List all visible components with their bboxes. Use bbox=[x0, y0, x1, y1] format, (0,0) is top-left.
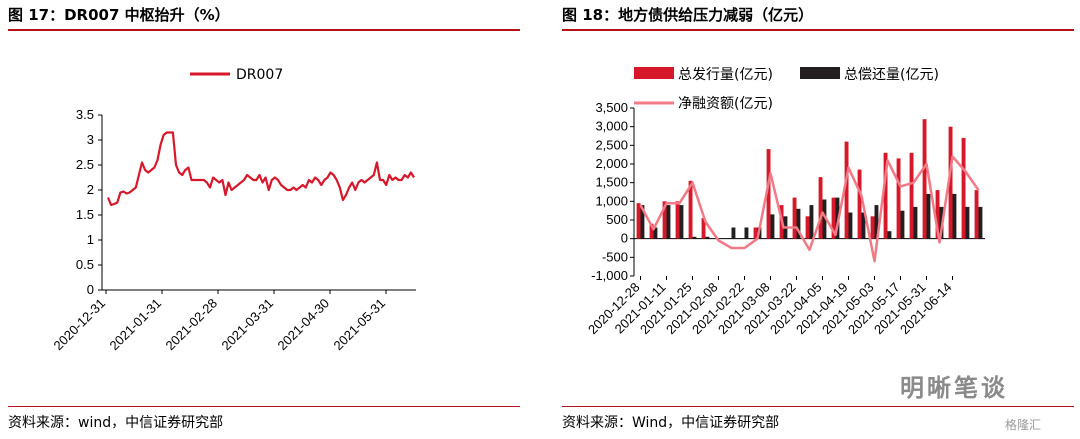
right-y-tick-label: 1,500 bbox=[595, 175, 628, 190]
repayment-bar bbox=[822, 199, 827, 239]
repayment-bar bbox=[796, 208, 801, 239]
issuance-bar bbox=[948, 126, 953, 239]
repayment-bar bbox=[744, 227, 749, 239]
issuance-bar bbox=[753, 227, 758, 239]
issuance-bar bbox=[961, 137, 966, 239]
left-y-tick-label: 0.5 bbox=[76, 257, 94, 272]
right-y-tick-label: 1,000 bbox=[595, 193, 628, 208]
repayment-bar bbox=[861, 212, 866, 239]
left-y-tick-label: 1 bbox=[87, 232, 94, 247]
issuance-bar bbox=[896, 158, 901, 239]
repayment-bar bbox=[705, 236, 710, 239]
repayment-bar bbox=[640, 205, 645, 239]
issuance-bar bbox=[805, 216, 810, 239]
left-y-tick-label: 3.5 bbox=[76, 107, 94, 122]
right-y-tick-label: -500 bbox=[602, 249, 628, 264]
issuance-bar bbox=[883, 152, 888, 239]
repayment-bar bbox=[874, 205, 879, 239]
left-y-tick-label: 2 bbox=[87, 182, 94, 197]
left-y-tick-label: 1.5 bbox=[76, 207, 94, 222]
repayment-bar bbox=[731, 227, 736, 239]
repayment-bar bbox=[692, 236, 697, 239]
issuance-bar bbox=[688, 180, 693, 239]
left-source-note: 资料来源：wind，中信证券研究部 bbox=[8, 415, 224, 431]
right-y-tick-label: 500 bbox=[606, 212, 628, 227]
issuance-bar bbox=[909, 152, 914, 239]
repayment-bar bbox=[679, 205, 684, 239]
issuance-bar bbox=[935, 190, 940, 239]
left-chart: 00.511.522.533.52020-12-312021-01-312021… bbox=[50, 67, 416, 353]
repayment-bar bbox=[900, 210, 905, 239]
issuance-bar bbox=[844, 141, 849, 239]
left-title-rule bbox=[8, 29, 520, 31]
right-source-rule bbox=[562, 406, 1074, 407]
issuance-bar bbox=[649, 223, 654, 239]
issuance-bar bbox=[662, 201, 667, 239]
repayment-bar bbox=[952, 193, 957, 239]
right-y-tick-label: -1,000 bbox=[591, 268, 628, 283]
net-legend-label: 净融资额(亿元) bbox=[678, 96, 773, 112]
right-chart-title: 图 18：地方债供给压力减弱（亿元） bbox=[562, 6, 814, 24]
repayment-bar bbox=[809, 205, 814, 239]
issuance-bar bbox=[870, 216, 875, 239]
right-y-tick-label: 2,500 bbox=[595, 137, 628, 152]
issuance-bar bbox=[766, 149, 771, 239]
left-y-tick-label: 0 bbox=[87, 282, 94, 297]
issuance-bar bbox=[675, 201, 680, 239]
repayment-bar bbox=[913, 206, 918, 239]
issuance-bar bbox=[636, 203, 641, 239]
right-y-tick-label: 3,500 bbox=[595, 100, 628, 115]
net-financing-line bbox=[639, 155, 980, 263]
dr007-legend-label: DR007 bbox=[236, 67, 283, 83]
repayment-bar bbox=[926, 193, 931, 239]
left-y-tick-label: 3 bbox=[87, 132, 94, 147]
issuance-bar bbox=[922, 119, 927, 239]
repayment-legend-swatch bbox=[800, 67, 840, 79]
repayment-bar bbox=[666, 205, 671, 239]
right-y-tick-label: 3,000 bbox=[595, 119, 628, 134]
repayment-bar bbox=[835, 197, 840, 239]
repayment-bar bbox=[653, 227, 658, 239]
issuance-bar bbox=[818, 177, 823, 239]
issuance-bar bbox=[701, 218, 706, 239]
left-source-rule bbox=[8, 406, 520, 407]
repayment-bar bbox=[965, 206, 970, 239]
right-chart: -1,000 -500 0 500 1,000 1,500 2,000 2,500 3,000 3… bbox=[585, 67, 985, 337]
issuance-legend-swatch bbox=[634, 67, 674, 79]
right-y-tick-label: 0 bbox=[621, 231, 628, 246]
left-chart-title: 图 17：DR007 中枢抬升（%） bbox=[8, 6, 230, 24]
left-y-tick-label: 2.5 bbox=[76, 157, 94, 172]
issuance-bar bbox=[974, 190, 979, 239]
repayment-legend-label: 总偿还量(亿元) bbox=[844, 67, 939, 83]
right-source-note: 资料来源：Wind，中信证券研究部 bbox=[562, 415, 780, 431]
repayment-bar bbox=[887, 231, 892, 239]
watermark-text: 明晰笔谈 bbox=[900, 374, 1008, 402]
dr007-series-line bbox=[106, 131, 415, 207]
right-title-rule bbox=[562, 29, 1074, 31]
issuance-legend-label: 总发行量(亿元) bbox=[678, 67, 773, 83]
issuance-bar bbox=[831, 197, 836, 239]
repayment-bar bbox=[770, 214, 775, 239]
right-y-tick-label: 2,000 bbox=[595, 156, 628, 171]
issuance-bar bbox=[857, 169, 862, 239]
repayment-bar bbox=[978, 206, 983, 239]
issuance-bar bbox=[792, 197, 797, 239]
watermark-corner: 格隆汇 bbox=[1005, 418, 1042, 432]
repayment-bar bbox=[848, 212, 853, 239]
